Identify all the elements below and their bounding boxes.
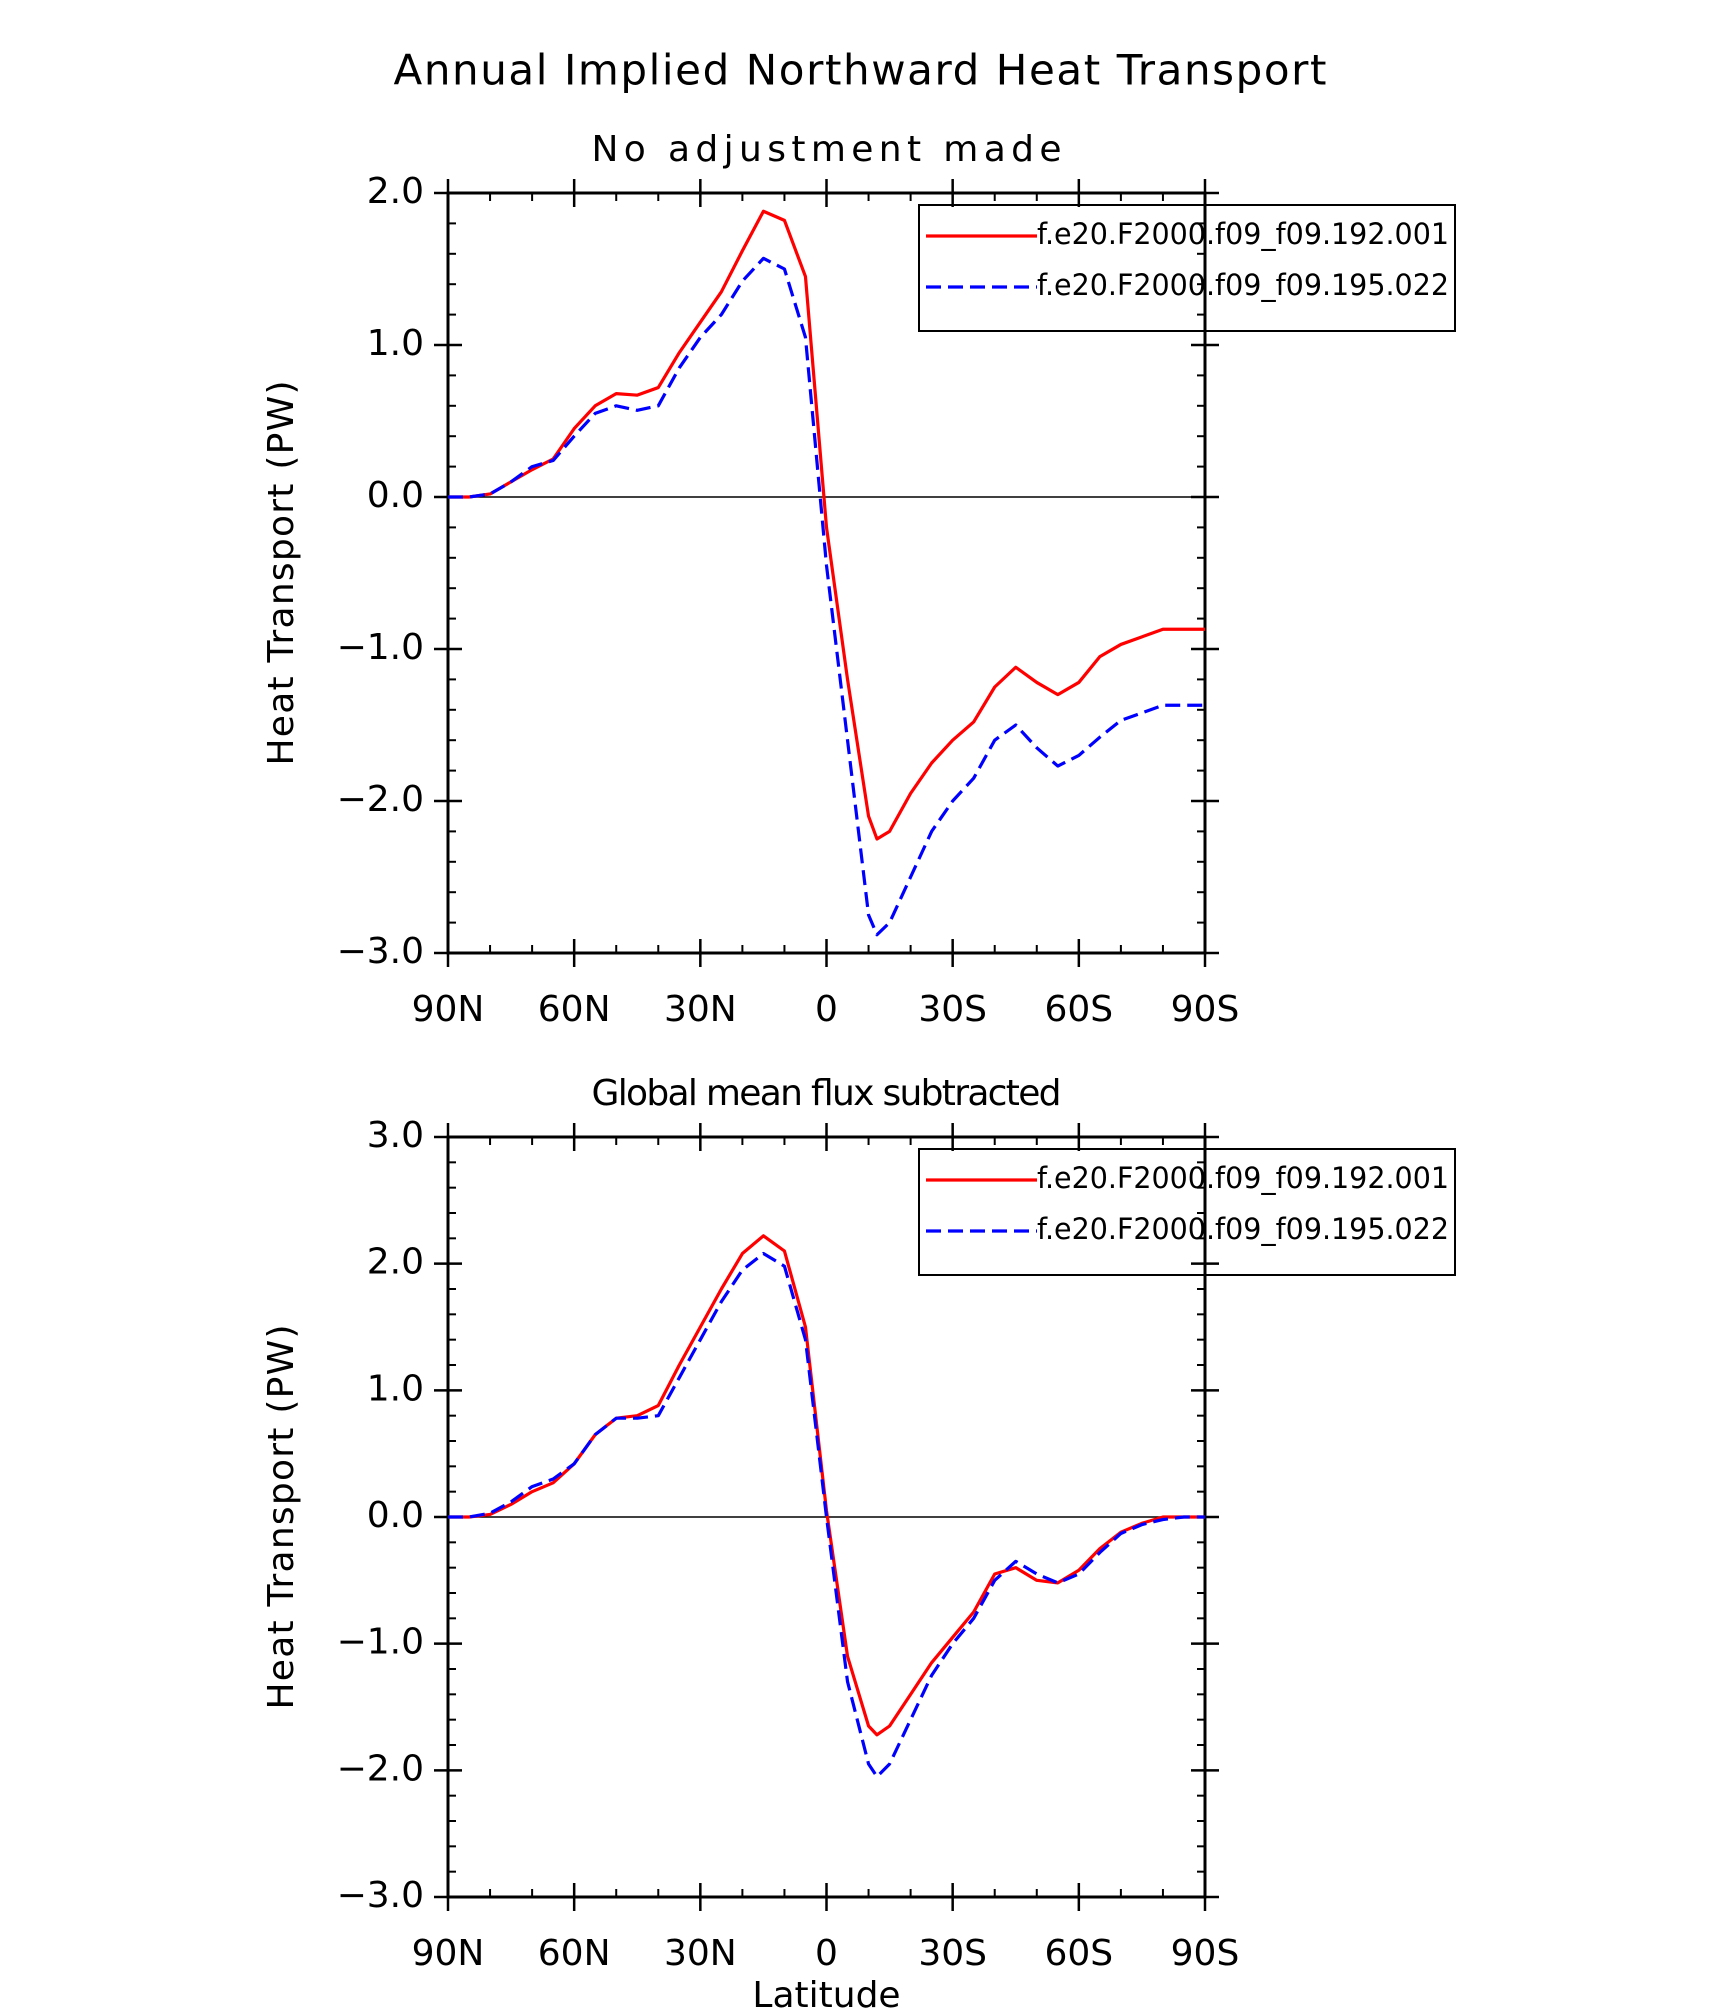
x-tick-label: 90S: [1171, 1933, 1240, 1974]
plot-frame: [446, 191, 1207, 955]
x-tick-label: 0: [815, 1933, 838, 1974]
y-tick-label: −2.0: [337, 779, 424, 820]
y-tick-label: 0.0: [367, 1495, 424, 1536]
series-line: [448, 1251, 1205, 1779]
y-tick-label: −1.0: [337, 1622, 424, 1663]
legend: f.e20.F2000.f09_f09.192.001 f.e20.F2000.f…: [918, 1148, 1456, 1276]
legend-label: f.e20.F2000.f09_f09.192.001: [1037, 1161, 1449, 1195]
y-tick-label: 2.0: [367, 1242, 424, 1283]
y-tick-label: 2.0: [367, 171, 424, 212]
series-line: [448, 256, 1205, 937]
legend-box: [918, 204, 1456, 332]
y-tick-label: −3.0: [337, 931, 424, 972]
legend-label: f.e20.F2000.f09_f09.192.001: [1037, 217, 1449, 251]
y-tick-label: −1.0: [337, 627, 424, 668]
subplot-title: Global mean flux subtracted: [592, 1073, 1062, 1114]
x-tick-label: 90N: [412, 989, 485, 1030]
figure-title: Annual Implied Northward Heat Transport: [394, 46, 1327, 95]
legend-box: [918, 1148, 1456, 1276]
x-tick-label: 60N: [538, 1933, 611, 1974]
legend: f.e20.F2000.f09_f09.192.001 f.e20.F2000.f…: [918, 204, 1456, 332]
x-axis-label: Latitude: [752, 1975, 900, 2008]
y-tick-label: 0.0: [367, 475, 424, 516]
subplot-title: No adjustment made: [592, 129, 1062, 170]
x-tick-label: 0: [815, 989, 838, 1030]
y-tick-label: 3.0: [367, 1115, 424, 1156]
legend-label: f.e20.F2000.f09_f09.195.022: [1037, 1212, 1449, 1246]
x-tick-label: 90N: [412, 1933, 485, 1974]
x-tick-label: 90S: [1171, 989, 1240, 1030]
y-tick-label: −2.0: [337, 1748, 424, 1789]
x-tick-label: 30N: [664, 989, 737, 1030]
y-axis-label: Heat Transport (PW): [261, 381, 302, 766]
x-tick-label: 60S: [1044, 1933, 1113, 1974]
y-tick-label: 1.0: [367, 1368, 424, 1409]
x-tick-label: 30S: [918, 989, 987, 1030]
legend-label: f.e20.F2000.f09_f09.195.022: [1037, 268, 1449, 302]
y-tick-label: 1.0: [367, 323, 424, 364]
x-tick-label: 30N: [664, 1933, 737, 1974]
x-tick-label: 30S: [918, 1933, 987, 1974]
y-tick-label: −3.0: [337, 1875, 424, 1916]
series-line: [448, 1234, 1205, 1737]
x-tick-label: 60S: [1044, 989, 1113, 1030]
series-line: [448, 209, 1205, 841]
x-tick-label: 60N: [538, 989, 611, 1030]
y-axis-label: Heat Transport (PW): [261, 1325, 302, 1710]
